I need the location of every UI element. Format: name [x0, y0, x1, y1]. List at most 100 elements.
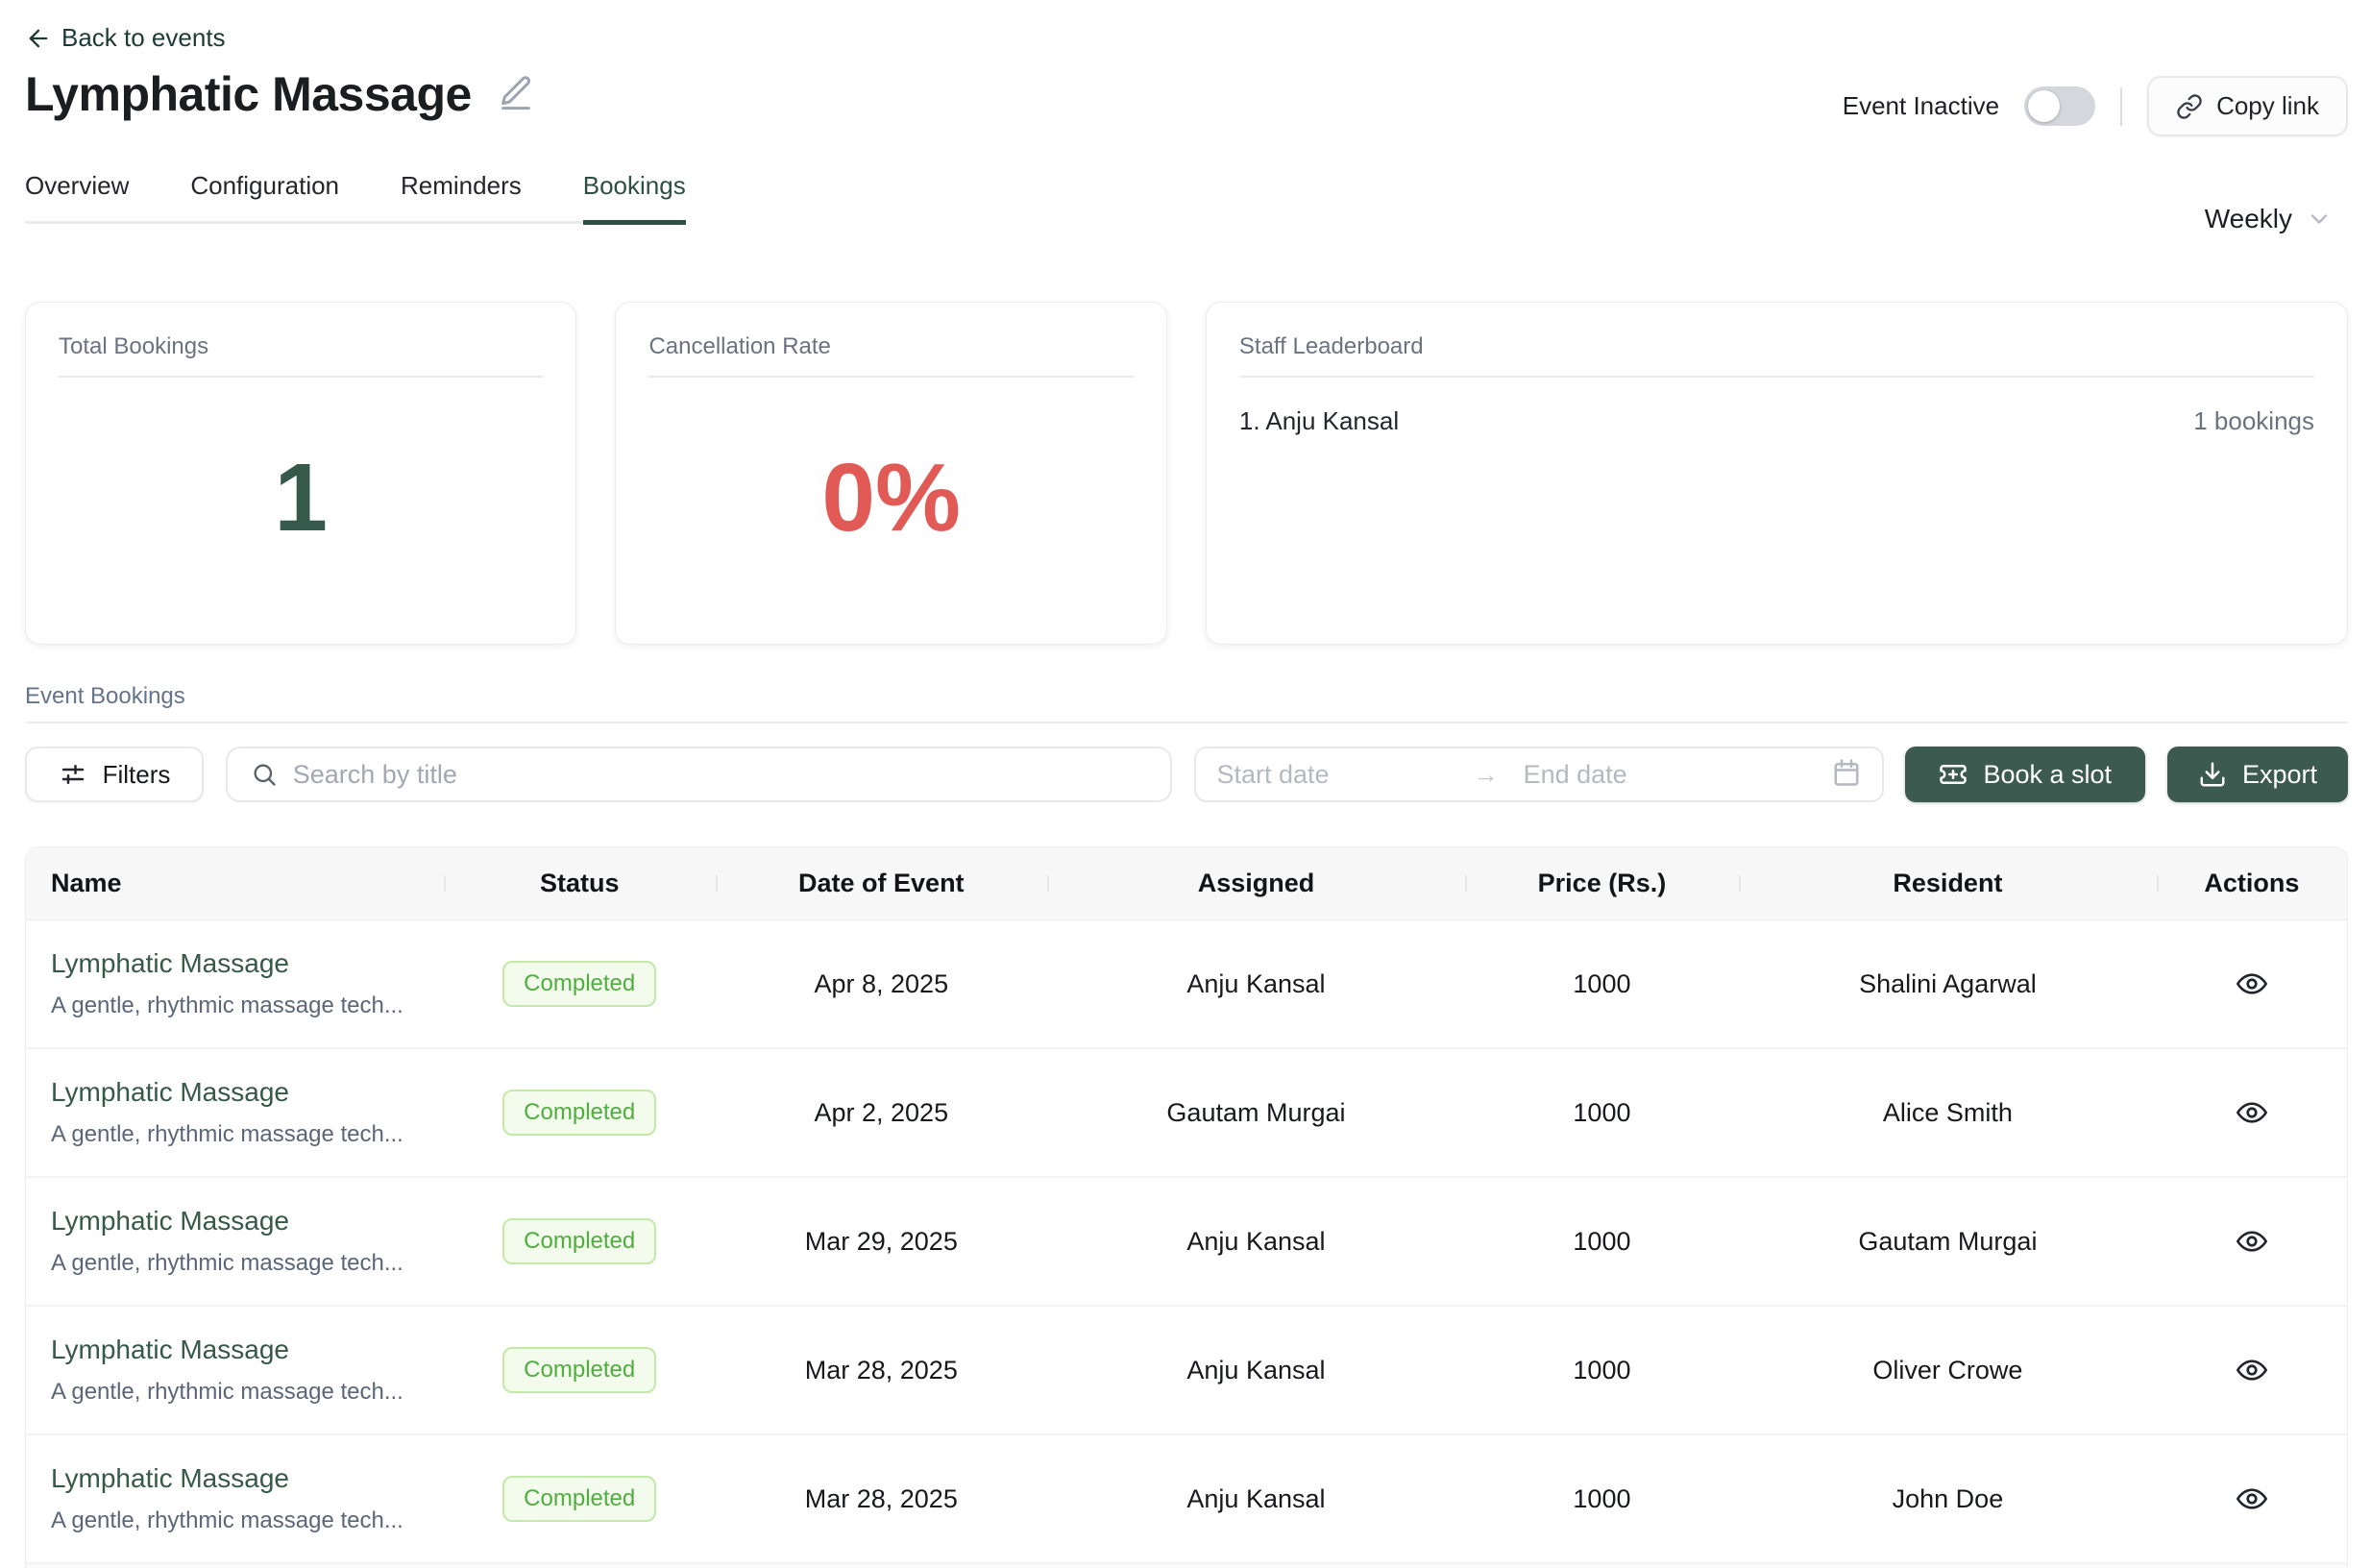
view-booking-button[interactable] [2157, 1483, 2347, 1514]
period-selector-value: Weekly [2204, 204, 2292, 233]
table-row: Lymphatic Massage A gentle, rhythmic mas… [26, 1435, 2347, 1564]
booking-assigned: Anju Kansal [1186, 1226, 1326, 1256]
leaderboard-entry: 1. Anju Kansal 1 bookings [1239, 406, 2314, 436]
eye-icon [2236, 973, 2267, 994]
total-bookings-card: Total Bookings 1 [25, 302, 577, 645]
total-bookings-value: 1 [274, 444, 329, 551]
tab-configuration[interactable]: Configuration [190, 171, 340, 200]
table-row: Lymphatic Massage A gentle, rhythmic mas… [26, 1049, 2347, 1178]
booking-description: A gentle, rhythmic massage tech... [51, 1250, 403, 1276]
view-booking-button[interactable] [2157, 968, 2347, 999]
copy-link-button[interactable]: Copy link [2147, 76, 2348, 136]
ticket-plus-icon [1940, 765, 1968, 784]
booking-name-link[interactable]: Lymphatic Massage [51, 1077, 289, 1107]
booking-resident: Gautam Murgai [1858, 1226, 2038, 1256]
tab-bar: Overview Configuration Reminders Booking… [25, 171, 686, 225]
booking-description: A gentle, rhythmic massage tech... [51, 992, 403, 1018]
view-booking-button[interactable] [2157, 1226, 2347, 1257]
date-range-picker[interactable]: Start date → End date [1193, 747, 1884, 802]
page-title: Lymphatic Massage [25, 67, 472, 121]
booking-assigned: Anju Kansal [1186, 968, 1326, 998]
book-a-slot-label: Book a slot [1983, 759, 2113, 789]
col-header-resident: Resident [1738, 869, 2157, 898]
cancellation-rate-card: Cancellation Rate 0% [615, 302, 1167, 645]
period-selector[interactable]: Weekly [2205, 204, 2333, 234]
eye-icon [2236, 1488, 2267, 1509]
booking-name-link[interactable]: Lymphatic Massage [51, 1335, 289, 1364]
section-rule [25, 722, 2348, 723]
eye-icon [2236, 1231, 2267, 1252]
col-header-assigned: Assigned [1047, 869, 1465, 898]
leaderboard-entry-count: 1 bookings [2193, 406, 2314, 435]
edit-title-button[interactable] [497, 73, 535, 116]
calendar-icon [1832, 758, 1861, 792]
booking-date: Mar 28, 2025 [804, 1355, 958, 1384]
chevron-down-icon [2310, 214, 2328, 224]
copy-link-label: Copy link [2216, 91, 2319, 120]
filters-label: Filters [102, 759, 171, 789]
total-bookings-title: Total Bookings [59, 333, 209, 359]
end-date-field[interactable]: End date [1523, 759, 1627, 789]
booking-resident: Alice Smith [1882, 1097, 2013, 1127]
staff-leaderboard-title: Staff Leaderboard [1238, 333, 1424, 359]
booking-price: 1000 [1573, 1097, 1631, 1127]
booking-resident: Shalini Agarwal [1859, 968, 2037, 998]
booking-description: A gentle, rhythmic massage tech... [51, 1121, 403, 1147]
staff-leaderboard-card: Staff Leaderboard 1. Anju Kansal 1 booki… [1205, 302, 2348, 645]
back-to-events-link[interactable]: Back to events [25, 23, 226, 53]
booking-date: Mar 29, 2025 [804, 1226, 958, 1256]
event-inactive-label: Event Inactive [1842, 91, 2000, 120]
booking-resident: John Doe [1892, 1483, 2004, 1513]
booking-resident: Oliver Crowe [1872, 1355, 2023, 1384]
cancellation-rate-title: Cancellation Rate [648, 333, 831, 359]
status-badge: Completed [502, 961, 657, 1007]
start-date-field[interactable]: Start date [1216, 759, 1330, 789]
tab-reminders[interactable]: Reminders [401, 171, 522, 200]
view-booking-button[interactable] [2157, 1355, 2347, 1385]
booking-name-link[interactable]: Lymphatic Massage [51, 948, 289, 978]
col-header-price: Price (Rs.) [1464, 869, 1739, 898]
booking-assigned: Anju Kansal [1186, 1355, 1326, 1384]
booking-description: A gentle, rhythmic massage tech... [51, 1507, 403, 1533]
event-bookings-heading: Event Bookings [25, 683, 185, 709]
sliders-icon [61, 765, 84, 784]
tab-bookings[interactable]: Bookings [582, 171, 686, 225]
booking-date: Apr 2, 2025 [814, 1097, 949, 1127]
search-icon [254, 764, 276, 786]
booking-price: 1000 [1573, 1483, 1631, 1513]
search-input[interactable] [292, 759, 1147, 790]
range-arrow-icon: → [1473, 759, 1499, 789]
back-link-label: Back to events [61, 23, 226, 52]
filters-button[interactable]: Filters [25, 747, 204, 802]
card-rule [1238, 376, 2314, 378]
status-badge: Completed [502, 1347, 657, 1393]
search-box [225, 747, 1172, 802]
export-label: Export [2241, 759, 2318, 789]
eye-icon [2236, 1360, 2267, 1381]
booking-name-link[interactable]: Lymphatic Massage [51, 1463, 289, 1493]
status-badge: Completed [502, 1476, 657, 1522]
toggle-knob [2028, 90, 2061, 122]
table-header-row: Name Status Date of Event Assigned Price… [26, 847, 2347, 920]
book-a-slot-button[interactable]: Book a slot [1905, 747, 2146, 802]
tab-overview[interactable]: Overview [25, 171, 130, 200]
table-row: Lymphatic Massage A gentle, rhythmic mas… [26, 920, 2347, 1049]
col-header-actions: Actions [2156, 869, 2347, 898]
booking-price: 1000 [1573, 1355, 1631, 1384]
booking-name-link[interactable]: Lymphatic Massage [51, 1206, 289, 1236]
link-icon [2177, 93, 2202, 119]
booking-price: 1000 [1573, 1226, 1631, 1256]
leaderboard-entry-name: 1. Anju Kansal [1238, 406, 1400, 435]
pencil-icon [501, 75, 530, 110]
download-icon [2200, 762, 2225, 787]
card-rule [648, 376, 1134, 378]
card-rule [59, 376, 544, 378]
booking-assigned: Anju Kansal [1186, 1483, 1326, 1513]
event-active-toggle[interactable] [2024, 86, 2096, 126]
status-badge: Completed [502, 1218, 657, 1264]
view-booking-button[interactable] [2157, 1097, 2347, 1128]
col-header-date: Date of Event [715, 869, 1047, 898]
bookings-table: Name Status Date of Event Assigned Price… [25, 846, 2348, 1568]
table-footer-strip [26, 1564, 2347, 1568]
export-button[interactable]: Export [2167, 747, 2348, 802]
